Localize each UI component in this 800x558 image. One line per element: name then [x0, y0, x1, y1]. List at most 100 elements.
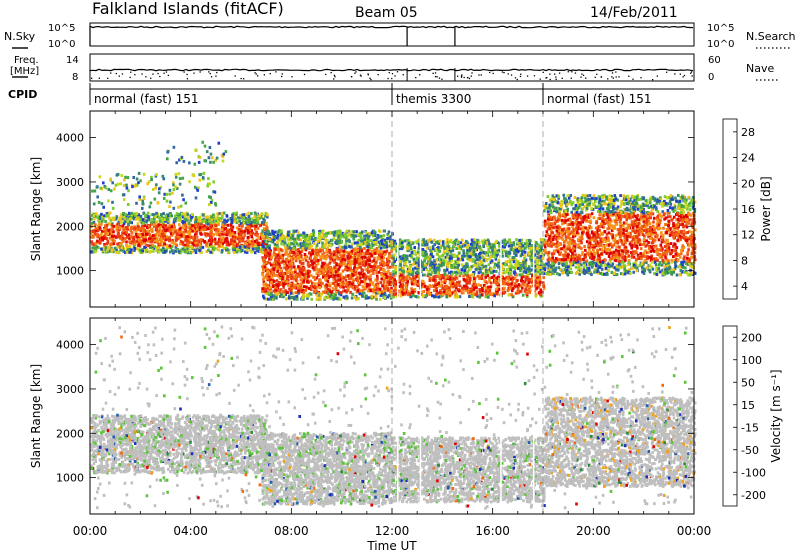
- power-echo: [210, 242, 213, 245]
- nave-dot: [275, 71, 276, 72]
- power-echo: [121, 231, 124, 234]
- power-echo: [361, 269, 364, 272]
- power-echo: [145, 233, 148, 236]
- power-echo: [379, 281, 382, 284]
- power-echo: [274, 258, 277, 261]
- power-echo: [424, 285, 427, 288]
- power-echo: [115, 251, 118, 254]
- power-echo: [293, 240, 296, 243]
- power-echo: [297, 231, 300, 234]
- freq-trace: [90, 68, 693, 81]
- power-echo: [208, 220, 211, 223]
- nave-dot: [457, 76, 458, 77]
- power-echo: [347, 253, 350, 256]
- power-echo: [172, 232, 175, 235]
- power-echo: [304, 239, 307, 242]
- power-echo: [313, 231, 316, 234]
- power-echo: [383, 296, 386, 299]
- power-echo: [407, 273, 410, 276]
- power-echo: [353, 235, 356, 238]
- power-echo: [277, 230, 280, 233]
- power-echo: [267, 292, 270, 295]
- power-echo: [385, 273, 388, 276]
- power-echo: [161, 233, 164, 236]
- power-echo: [137, 222, 140, 225]
- power-echo: [149, 233, 152, 236]
- power-echo: [159, 242, 162, 245]
- power-echo: [432, 245, 435, 248]
- power-echo: [285, 249, 288, 252]
- power-echo: [297, 265, 300, 268]
- power-echo: [316, 268, 319, 271]
- power-echo: [403, 280, 406, 283]
- power-echo: [344, 268, 347, 271]
- power-echo: [272, 285, 275, 288]
- freq-label-line1: Freq.: [14, 55, 39, 66]
- power-echo: [254, 240, 257, 243]
- power-echo: [383, 263, 386, 266]
- power-echo: [135, 202, 138, 205]
- power-echo: [440, 264, 443, 267]
- power-echo: [356, 285, 359, 288]
- power-echo: [336, 240, 339, 243]
- nave-dot: [674, 73, 675, 74]
- nave-dot: [331, 72, 332, 73]
- power-echo: [425, 253, 428, 256]
- power-echo: [444, 273, 447, 276]
- power-echo: [351, 270, 354, 273]
- power-echo: [131, 212, 134, 215]
- power-echo: [257, 246, 260, 249]
- power-echo: [268, 233, 271, 236]
- power-echo: [99, 226, 102, 229]
- power-echo: [422, 238, 425, 241]
- power-echo: [163, 243, 166, 246]
- power-echo: [480, 260, 483, 263]
- power-echo: [329, 257, 332, 260]
- power-echo: [143, 246, 146, 249]
- power-echo: [148, 225, 151, 228]
- power-echo: [335, 287, 338, 290]
- nave-dot: [527, 75, 528, 76]
- nave-dot: [503, 72, 504, 73]
- power-echo: [270, 256, 273, 259]
- power-echo: [153, 223, 156, 226]
- power-echo: [296, 242, 299, 245]
- power-echo: [417, 296, 420, 299]
- power-echo: [304, 235, 307, 238]
- power-echo: [306, 280, 309, 283]
- power-echo: [199, 226, 202, 229]
- power-echo: [176, 238, 179, 241]
- power-echo: [393, 281, 396, 284]
- power-echo: [226, 243, 229, 246]
- power-echo: [491, 276, 494, 279]
- power-echo: [326, 249, 329, 252]
- power-echo: [139, 227, 142, 230]
- power-echo: [111, 235, 114, 238]
- power-echo: [195, 196, 198, 199]
- power-echo: [111, 248, 114, 251]
- power-echo: [199, 244, 202, 247]
- power-echo: [426, 247, 429, 250]
- power-echo: [99, 242, 102, 245]
- power-echo: [126, 187, 129, 190]
- power-echo: [314, 282, 317, 285]
- power-echo: [319, 258, 322, 261]
- power-echo: [367, 249, 370, 252]
- nave-dot: [435, 76, 436, 77]
- power-echo: [341, 246, 344, 249]
- power-echo: [466, 272, 469, 275]
- nave-dot: [435, 72, 436, 73]
- power-echo: [379, 288, 382, 291]
- power-echo: [441, 262, 444, 265]
- power-echo: [100, 187, 103, 190]
- power-echo: [443, 269, 446, 272]
- power-echo: [117, 232, 120, 235]
- power-echo: [304, 253, 307, 256]
- power-echo: [297, 248, 300, 251]
- power-echo: [513, 272, 516, 275]
- power-field: [90, 141, 697, 302]
- power-echo: [263, 263, 266, 266]
- nsky-tick-low: 10^0: [48, 39, 75, 50]
- power-echo: [310, 274, 313, 277]
- power-echo: [290, 257, 293, 260]
